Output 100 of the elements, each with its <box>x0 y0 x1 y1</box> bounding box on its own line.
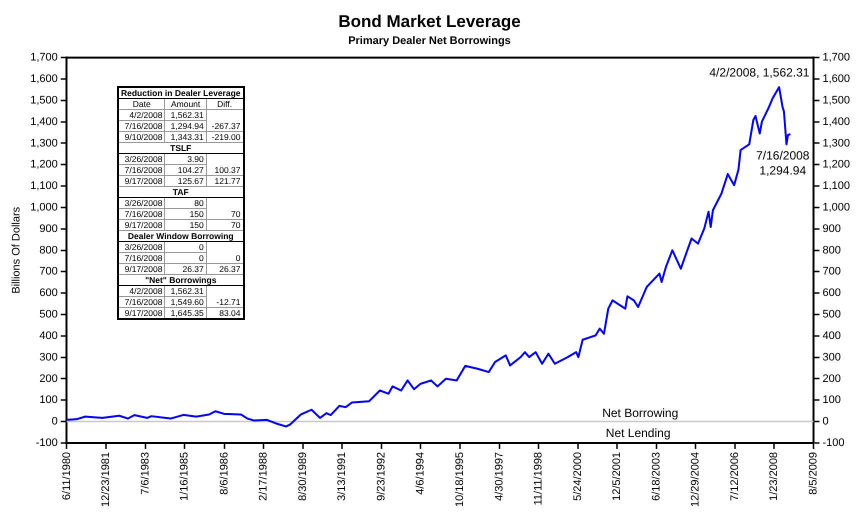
annotation: 3.90 <box>164 154 206 164</box>
annotation: 1,645.35 <box>164 308 206 319</box>
annotation: 4/2/2008 <box>118 286 165 296</box>
annotation: 83.04 <box>206 308 244 319</box>
y2-tick-label: 1,200 <box>822 158 850 171</box>
x-tick-label: 3/13/1991 <box>336 452 348 501</box>
x-tick-label: 12/29/2004 <box>690 452 702 508</box>
annotation: 1,549.60 <box>164 296 206 308</box>
annotation: 150 <box>164 220 206 230</box>
y-tick-label: 1,200 <box>30 158 58 171</box>
annotation: 1,343.31 <box>164 132 206 142</box>
annotation: -12.71 <box>206 296 244 308</box>
x-tick-label: 11/11/1998 <box>532 452 545 506</box>
y-tick-label: 300 <box>39 351 58 364</box>
y2-tick-label: 700 <box>822 266 841 278</box>
annotation: 3/26/2008 <box>118 242 165 252</box>
annotation: 9/17/2008 <box>118 176 165 186</box>
annotation: 70 <box>206 208 244 220</box>
y2-tick-label: 800 <box>822 244 841 256</box>
y2-tick-label: 1,700 <box>822 52 850 64</box>
annotation: 121.77 <box>206 176 244 186</box>
y2-tick-label: -100 <box>822 436 845 449</box>
annotation: 3/26/2008 <box>118 154 165 164</box>
y2-tick-label: 100 <box>822 394 841 406</box>
y-tick-label: 1,100 <box>30 180 58 192</box>
x-tick-label: 7/6/1983 <box>139 452 152 495</box>
y2-tick-label: 1,400 <box>822 116 850 128</box>
y2-tick-label: 300 <box>822 351 841 364</box>
annotation: 7/16/2008 <box>118 208 165 220</box>
ref-line-label: Net Borrowing <box>602 406 678 420</box>
annotation: "Net" Borrowings <box>118 274 244 286</box>
y2-tick-label: 600 <box>822 287 841 300</box>
annotation: 70 <box>206 220 244 230</box>
annotation: TAF <box>118 186 244 198</box>
y2-tick-label: 500 <box>822 308 841 321</box>
annotation: Dealer Window Borrowing <box>118 230 244 242</box>
y2-tick-label: 900 <box>822 222 841 235</box>
annotation: 150 <box>164 208 206 220</box>
annotation: Net Lending <box>606 426 670 440</box>
x-tick-label: 4/6/1994 <box>414 452 427 495</box>
annotation: 125.67 <box>164 176 206 186</box>
x-tick-label: 9/23/1992 <box>375 452 388 501</box>
x-tick-label: 8/30/1989 <box>296 452 309 501</box>
annotation: 100.37 <box>206 164 244 176</box>
annotation: Diff. <box>206 98 244 110</box>
annotation: 9/10/2008 <box>118 132 165 142</box>
y2-tick-label: 1,000 <box>822 201 850 214</box>
annotation: 4/2/2008 <box>118 110 165 120</box>
x-tick-label: 12/5/2001 <box>611 452 624 501</box>
y-axis-title: Billions Of Dollars <box>10 206 23 294</box>
y2-tick-label: 1,300 <box>822 137 850 150</box>
x-tick-label: 7/12/2006 <box>728 452 741 501</box>
annotation: 80 <box>164 198 206 208</box>
y-tick-label: -100 <box>36 436 58 449</box>
y-tick-label: 100 <box>39 394 58 406</box>
y-tick-label: 0 <box>52 416 58 428</box>
y2-tick-label: 400 <box>822 330 841 342</box>
x-tick-label: 6/18/2003 <box>650 452 662 501</box>
annotation: 0 <box>206 252 244 264</box>
annotation: Date <box>118 98 165 110</box>
y-tick-label: 1,000 <box>30 201 58 214</box>
annotation: Amount <box>164 98 206 110</box>
y-tick-label: 400 <box>39 330 58 342</box>
y2-tick-label: 0 <box>822 416 829 428</box>
x-tick-label: 1/23/2008 <box>768 452 780 501</box>
y-tick-label: 1,600 <box>30 73 58 86</box>
y-tick-label: 900 <box>39 222 58 235</box>
y-tick-label: 800 <box>39 244 58 256</box>
annotation: 3/26/2008 <box>118 198 165 208</box>
annotation: 4/2/2008, 1,562.31 <box>709 65 810 80</box>
annotation: 1,562.31 <box>164 286 206 296</box>
annotation: 7/16/2008 <box>118 252 165 264</box>
annotation: 7/16/2008 <box>118 296 165 308</box>
x-tick-label: 12/23/1981 <box>100 452 112 508</box>
x-tick-label: 6/11/1980 <box>60 452 73 500</box>
y-tick-label: 1,500 <box>30 94 58 106</box>
y2-tick-label: 1,600 <box>822 73 850 86</box>
y-tick-label: 700 <box>39 266 58 278</box>
y-tick-label: 200 <box>39 372 58 385</box>
y-tick-label: 1,300 <box>30 137 58 150</box>
annotation: -267.37 <box>206 120 244 132</box>
annotation: 104.27 <box>164 164 206 176</box>
x-tick-label: 8/6/1986 <box>218 452 230 495</box>
annotation: 9/17/2008 <box>118 220 165 230</box>
y2-tick-label: 1,500 <box>822 94 850 106</box>
y-tick-label: 1,700 <box>30 52 58 64</box>
chart-subtitle: Primary Dealer Net Borrowings <box>348 35 511 48</box>
y-tick-label: 600 <box>39 287 58 300</box>
annotation: 0 <box>164 242 206 252</box>
annotation: -219.00 <box>206 132 244 142</box>
annotation: 7/16/2008 <box>118 120 165 132</box>
annotation: TSLF <box>118 142 244 154</box>
x-tick-label: 5/24/2000 <box>572 452 584 501</box>
annotation: 0 <box>164 252 206 264</box>
annotation: 1,562.31 <box>164 110 206 120</box>
x-tick-label: 4/30/1997 <box>493 452 506 501</box>
annotation: Reduction in Dealer Leverage <box>118 87 244 98</box>
annotation: 9/17/2008 <box>118 264 165 274</box>
annotation: 7/16/2008 <box>118 164 165 176</box>
chart-title: Bond Market Leverage <box>338 12 521 31</box>
